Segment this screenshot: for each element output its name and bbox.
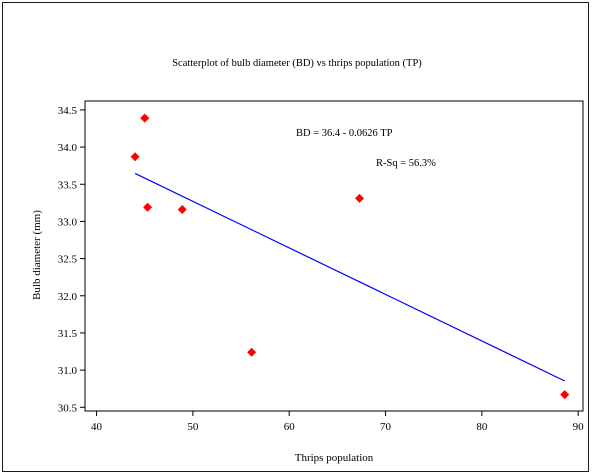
chart-title: Scatterplot of bulb diameter (BD) vs thr… bbox=[172, 58, 422, 69]
y-tick-label: 33.0 bbox=[58, 216, 78, 228]
y-axis-label: Bulb diameter (mm) bbox=[31, 210, 43, 300]
y-tick-label: 32.5 bbox=[58, 254, 78, 266]
y-tick-label: 34.5 bbox=[58, 105, 78, 117]
chart-frame bbox=[2, 2, 589, 472]
y-tick-label: 31.5 bbox=[58, 328, 78, 340]
scatter-point bbox=[177, 205, 187, 215]
y-tick-label: 34.0 bbox=[58, 142, 78, 154]
scatter-point bbox=[140, 113, 150, 123]
scatter-point bbox=[247, 347, 257, 357]
scatter-point bbox=[130, 152, 140, 162]
equation-annotation: BD = 36.4 - 0.0626 TP bbox=[296, 128, 393, 139]
x-axis-label: Thrips population bbox=[295, 452, 374, 464]
y-tick-label: 32.0 bbox=[58, 291, 78, 303]
x-tick-label: 40 bbox=[91, 421, 103, 433]
data-points bbox=[130, 113, 570, 400]
y-axis: 30.5 31.0 31.5 32.0 32.5 33.0 33.5 34.0 34.5 bbox=[58, 105, 85, 414]
y-tick-label: 30.5 bbox=[58, 402, 78, 414]
scatter-point bbox=[143, 202, 153, 212]
y-tick-label: 31.0 bbox=[58, 365, 78, 377]
x-tick-label: 70 bbox=[380, 421, 392, 433]
x-axis: 40 50 60 70 80 90 bbox=[91, 411, 584, 433]
x-tick-label: 80 bbox=[476, 421, 488, 433]
x-tick-label: 90 bbox=[573, 421, 585, 433]
scatter-point bbox=[560, 390, 570, 400]
plot-area bbox=[84, 100, 584, 412]
x-tick-label: 60 bbox=[284, 421, 296, 433]
regression-line bbox=[134, 172, 565, 382]
x-tick-label: 50 bbox=[187, 421, 199, 433]
scatter-point bbox=[355, 193, 365, 203]
r-squared-annotation: R-Sq = 56.3% bbox=[376, 158, 436, 169]
y-tick-label: 33.5 bbox=[58, 179, 78, 191]
